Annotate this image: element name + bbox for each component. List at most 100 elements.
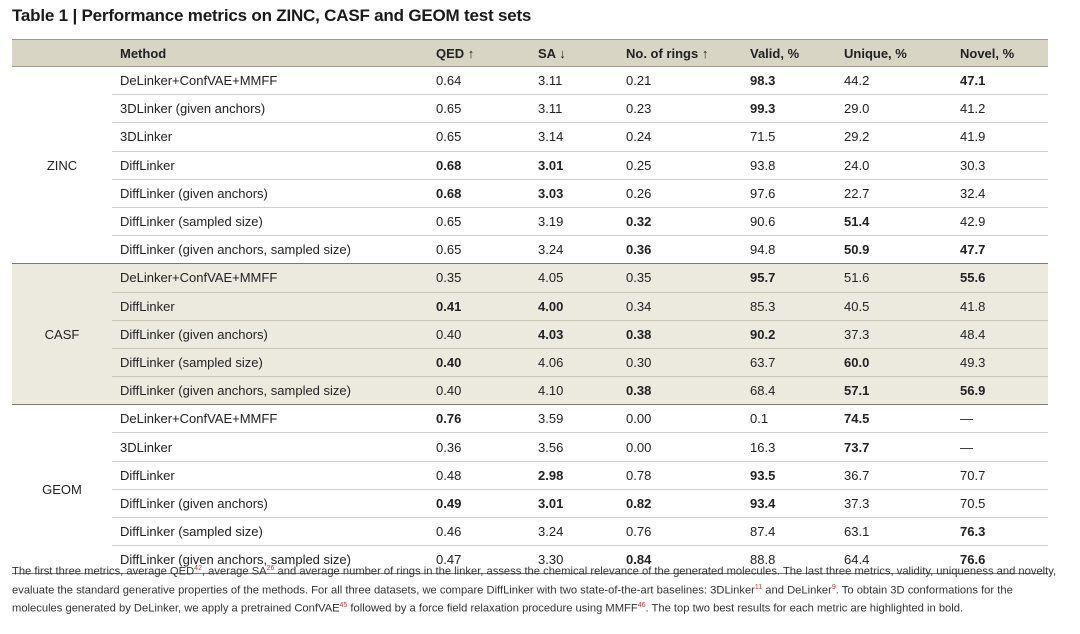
unique-cell: 51.4: [836, 207, 952, 237]
sa-cell: 4.03: [530, 320, 618, 349]
unique-cell: 50.9: [836, 235, 952, 265]
rings-cell: 0.32: [618, 207, 742, 237]
novel-cell: 41.9: [952, 122, 1048, 152]
table-row: DiffLinker 0.41 4.00 0.34 85.3 40.5 41.8: [12, 292, 1048, 321]
qed-cell: 0.41: [428, 292, 530, 321]
method-cell: DiffLinker (given anchors, sampled size): [112, 235, 428, 265]
unique-cell: 51.6: [836, 263, 952, 293]
qed-cell: 0.40: [428, 320, 530, 349]
sa-cell: 3.01: [530, 151, 618, 180]
rings-cell: 0.34: [618, 292, 742, 321]
table-row: DiffLinker (sampled size) 0.46 3.24 0.76…: [12, 517, 1048, 547]
method-cell: 3DLinker: [112, 122, 428, 152]
novel-cell: 70.7: [952, 461, 1048, 490]
footnote-text: and DeLinker: [762, 584, 832, 597]
qed-cell: 0.36: [428, 432, 530, 462]
method-cell: DiffLinker (given anchors, sampled size): [112, 376, 428, 406]
header-rings: No. of rings ↑: [618, 39, 742, 67]
novel-cell: 41.8: [952, 292, 1048, 321]
header-qed: QED ↑: [428, 39, 530, 67]
sa-cell: 3.30: [530, 545, 618, 575]
footnote-text: The first three metrics, average QED: [12, 565, 195, 578]
unique-cell: 73.7: [836, 432, 952, 462]
header-unique: Unique, %: [836, 39, 952, 67]
method-cell: DeLinker+ConfVAE+MMFF: [112, 263, 428, 293]
footnote-text: . To obtain 3D conformations for the mol…: [12, 584, 1013, 616]
table-row: CASF DeLinker+ConfVAE+MMFF 0.35 4.05 0.3…: [12, 263, 1048, 406]
ref-link[interactable]: 45: [339, 602, 348, 610]
sa-cell: 3.11: [530, 94, 618, 124]
ref-link[interactable]: 9: [831, 583, 836, 591]
sa-cell: 4.00: [530, 292, 618, 321]
unique-cell: 74.5: [836, 404, 952, 434]
header-method: Method: [112, 39, 428, 67]
rings-cell: 0.24: [618, 122, 742, 152]
valid-cell: 93.8: [742, 151, 836, 180]
header-sa: SA ↓: [530, 39, 618, 67]
qed-cell: 0.65: [428, 122, 530, 152]
dataset-label: CASF: [12, 263, 112, 406]
table-row: DiffLinker (given anchors, sampled size)…: [12, 235, 1048, 265]
group-casf: CASF DeLinker+ConfVAE+MMFF 0.35 4.05 0.3…: [12, 263, 1048, 406]
rings-cell: 0.00: [618, 404, 742, 434]
unique-cell: 44.2: [836, 66, 952, 96]
method-cell: 3DLinker: [112, 432, 428, 462]
method-cell: DiffLinker: [112, 461, 428, 490]
sa-cell: 3.56: [530, 432, 618, 462]
novel-cell: 41.2: [952, 94, 1048, 124]
valid-cell: 99.3: [742, 94, 836, 124]
table-row: DiffLinker (given anchors) 0.68 3.03 0.2…: [12, 179, 1048, 208]
table-row: GEOM DeLinker+ConfVAE+MMFF 0.76 3.59 0.0…: [12, 404, 1048, 575]
table-row: DiffLinker 0.48 2.98 0.78 93.5 36.7 70.7: [12, 461, 1048, 490]
sa-cell: 4.05: [530, 263, 618, 293]
valid-cell: 68.4: [742, 376, 836, 406]
header-valid: Valid, %: [742, 39, 836, 67]
qed-cell: 0.64: [428, 66, 530, 96]
qed-cell: 0.40: [428, 376, 530, 406]
footnote-text: , average SA: [201, 565, 267, 578]
ref-link[interactable]: 46: [637, 602, 646, 610]
unique-cell: 63.1: [836, 517, 952, 547]
valid-cell: 95.7: [742, 263, 836, 293]
table-row: DiffLinker (sampled size) 0.40 4.06 0.30…: [12, 348, 1048, 378]
ref-link[interactable]: 11: [754, 583, 763, 591]
footnote-text: . The top two best results for each metr…: [645, 603, 964, 616]
ref-link[interactable]: 42: [194, 565, 202, 572]
method-cell: DiffLinker (sampled size): [112, 348, 428, 378]
method-cell: DiffLinker: [112, 151, 428, 180]
qed-cell: 0.49: [428, 489, 530, 519]
unique-cell: 60.0: [836, 348, 952, 378]
unique-cell: 22.7: [836, 179, 952, 208]
qed-cell: 0.65: [428, 94, 530, 124]
novel-cell: 30.3: [952, 151, 1048, 180]
qed-cell: 0.65: [428, 207, 530, 237]
table-row: 3DLinker 0.65 3.14 0.24 71.5 29.2 41.9: [12, 122, 1048, 152]
novel-cell: 47.7: [952, 235, 1048, 265]
rings-cell: 0.35: [618, 263, 742, 293]
unique-cell: 40.5: [836, 292, 952, 321]
novel-cell: 56.9: [952, 376, 1048, 406]
valid-cell: 88.8: [742, 545, 836, 575]
novel-cell: 48.4: [952, 320, 1048, 349]
dataset-label: GEOM: [12, 404, 112, 575]
qed-cell: 0.76: [428, 404, 530, 434]
novel-cell: —: [952, 404, 1048, 434]
sa-cell: 3.03: [530, 179, 618, 208]
ref-link[interactable]: 26: [266, 565, 275, 572]
unique-cell: 24.0: [836, 151, 952, 180]
valid-cell: 16.3: [742, 432, 836, 462]
table-row: DiffLinker 0.68 3.01 0.25 93.8 24.0 30.3: [12, 151, 1048, 180]
qed-cell: 0.68: [428, 179, 530, 208]
valid-cell: 93.5: [742, 461, 836, 490]
method-cell: DiffLinker (given anchors, sampled size): [112, 545, 428, 575]
novel-cell: 49.3: [952, 348, 1048, 378]
unique-cell: 29.2: [836, 122, 952, 152]
unique-cell: 37.3: [836, 320, 952, 349]
method-cell: DiffLinker (given anchors): [112, 489, 428, 519]
valid-cell: 63.7: [742, 348, 836, 378]
rings-cell: 0.25: [618, 151, 742, 180]
rings-cell: 0.82: [618, 489, 742, 519]
table-row: ZINC DeLinker+ConfVAE+MMFF 0.64 3.11 0.2…: [12, 66, 1048, 265]
table-row: DiffLinker (sampled size) 0.65 3.19 0.32…: [12, 207, 1048, 237]
rings-cell: 0.21: [618, 66, 742, 96]
